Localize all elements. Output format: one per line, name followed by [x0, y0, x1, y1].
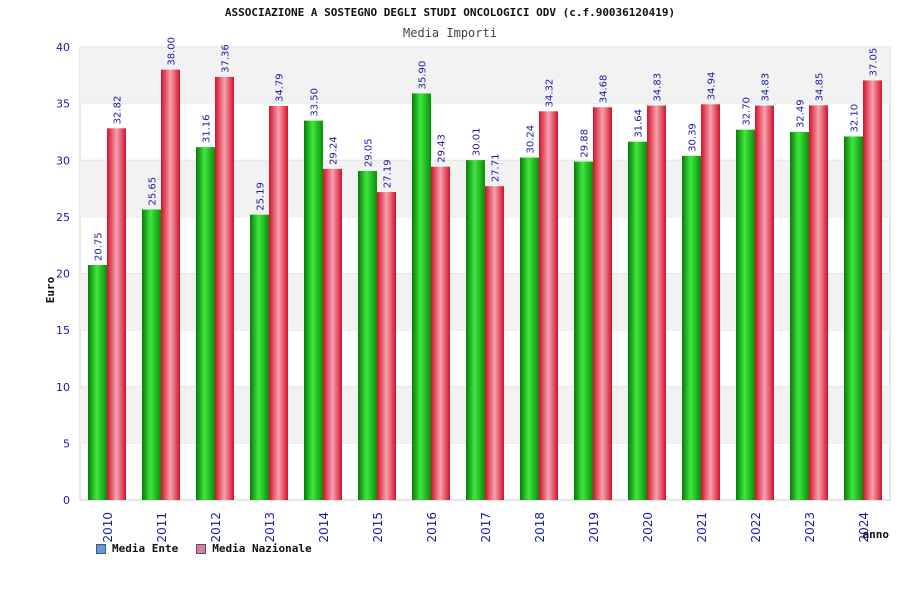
x-tick-label: 2016	[425, 512, 439, 543]
x-tick-label: 2024	[857, 512, 871, 543]
bar-value-label: 29.43	[437, 134, 448, 163]
legend-label-media-ente: Media Ente	[112, 542, 179, 555]
bar-media-nazionale-2024	[863, 80, 882, 500]
bar-value-label: 32.70	[742, 97, 753, 126]
bar-media-ente-2019	[574, 161, 593, 500]
bar-media-nazionale-2014	[323, 168, 342, 500]
bar-media-ente-2021	[682, 155, 701, 500]
y-axis-ticks: 0 5 10 15 20 25 30 35 40	[56, 41, 70, 507]
legend: Media Ente Media Nazionale	[96, 542, 312, 555]
x-axis-ticks: 2010 2011 2012 2013 2014 2015 2016 2017 2018 2019…	[101, 512, 871, 543]
y-tick-label: 30	[56, 154, 70, 167]
bar-media-ente-2024	[844, 136, 863, 500]
bar-value-label: 32.82	[113, 96, 124, 125]
bar-value-label: 33.50	[310, 88, 321, 117]
bar-media-ente-2017	[466, 160, 485, 500]
y-tick-label: 15	[56, 324, 70, 337]
bar-media-nazionale-2012	[215, 76, 234, 500]
legend-item-media-ente: Media Ente	[96, 542, 178, 555]
bar-value-label: 27.71	[491, 154, 502, 183]
bar-value-label: 34.79	[275, 73, 286, 102]
bar-value-label: 31.16	[202, 114, 213, 143]
chart-title: ASSOCIAZIONE A SOSTEGNO DEGLI STUDI ONCO…	[224, 6, 676, 19]
bar-media-nazionale-2019	[593, 107, 612, 501]
bar-media-nazionale-2016	[431, 166, 450, 500]
bar-media-nazionale-2023	[809, 105, 828, 500]
x-tick-label: 2021	[695, 512, 709, 543]
bar-value-label: 34.83	[653, 73, 664, 102]
bar-value-label: 30.01	[472, 127, 483, 156]
bar-media-nazionale-2010	[107, 128, 126, 500]
bar-value-label: 20.75	[94, 232, 105, 261]
x-tick-label: 2020	[641, 512, 655, 543]
x-tick-label: 2019	[587, 512, 601, 543]
bar-media-nazionale-2015	[377, 192, 396, 501]
bar-value-label: 35.90	[418, 61, 429, 90]
bar-value-label: 37.05	[869, 48, 880, 77]
bar-media-nazionale-2013	[269, 106, 288, 501]
bar-media-nazionale-2017	[485, 186, 504, 500]
y-tick-label: 40	[56, 41, 70, 54]
bar-value-label: 34.68	[599, 75, 610, 104]
y-tick-label: 0	[63, 494, 70, 507]
bar-media-ente-2018	[520, 157, 539, 501]
bar-media-nazionale-2021	[701, 104, 720, 500]
bar-value-label: 37.36	[221, 44, 232, 73]
bar-media-nazionale-2018	[539, 111, 558, 501]
y-axis-label: Euro	[44, 276, 57, 303]
bar-value-label: 25.19	[256, 182, 267, 211]
bar-media-ente-2015	[358, 171, 377, 501]
x-tick-label: 2015	[371, 512, 385, 543]
bar-media-ente-2011	[142, 209, 161, 501]
bar-value-label: 30.24	[526, 125, 537, 154]
bar-value-label: 34.32	[545, 79, 556, 108]
bar-value-label: 32.10	[850, 104, 861, 133]
bar-value-label: 27.19	[383, 159, 394, 188]
bar-media-ente-2012	[196, 147, 215, 500]
bar-media-ente-2014	[304, 120, 323, 501]
bar-value-label: 25.65	[148, 177, 159, 206]
x-axis-label: anno	[863, 528, 890, 541]
bar-value-label: 38.00	[167, 37, 178, 66]
bar-media-ente-2020	[628, 141, 647, 500]
y-tick-label: 10	[56, 381, 70, 394]
y-tick-label: 35	[56, 98, 70, 111]
bar-media-ente-2013	[250, 214, 269, 500]
y-tick-label: 5	[63, 437, 70, 450]
bar-media-nazionale-2020	[647, 105, 666, 501]
bar-media-ente-2023	[790, 132, 809, 500]
x-tick-label: 2017	[479, 512, 493, 543]
legend-swatch-media-nazionale	[196, 543, 207, 554]
x-tick-label: 2014	[317, 512, 331, 543]
bar-value-label: 31.64	[634, 109, 645, 138]
x-tick-label: 2012	[209, 512, 223, 543]
bar-value-label: 30.39	[688, 123, 699, 152]
x-tick-label: 2018	[533, 512, 547, 543]
bar-media-ente-2010	[88, 265, 107, 500]
bar-value-label: 29.05	[364, 138, 375, 167]
chart-subtitle: Media Importi	[403, 26, 497, 40]
y-tick-label: 25	[56, 211, 70, 224]
x-tick-label: 2023	[803, 512, 817, 543]
x-tick-label: 2022	[749, 512, 763, 543]
x-tick-label: 2011	[155, 512, 169, 543]
y-tick-label: 20	[56, 268, 70, 281]
x-tick-label: 2010	[101, 512, 115, 543]
bar-value-label: 32.49	[796, 99, 807, 128]
bar-value-label: 34.83	[761, 73, 772, 102]
legend-swatch-media-ente	[96, 543, 106, 554]
bar-media-nazionale-2022	[755, 105, 774, 501]
bar-media-ente-2016	[412, 93, 431, 501]
bars-group: 20.75 32.82 25.65 38.00 31.16 37.36 25.19 34.79…	[88, 37, 882, 501]
bar-value-label: 29.88	[580, 129, 591, 158]
legend-label-media-nazionale: Media Nazionale	[212, 542, 312, 555]
bar-value-label: 34.94	[707, 72, 718, 101]
bar-value-label: 29.24	[329, 136, 340, 165]
bar-value-label: 34.85	[815, 73, 826, 102]
bar-media-ente-2022	[736, 129, 755, 501]
legend-item-media-nazionale: Media Nazionale	[196, 542, 312, 555]
x-tick-label: 2013	[263, 512, 277, 543]
bar-media-nazionale-2011	[161, 69, 180, 501]
